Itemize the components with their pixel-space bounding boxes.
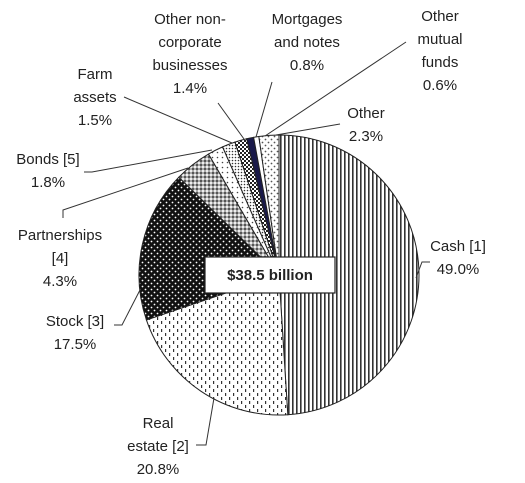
slice-value-label: 0.6%	[423, 77, 457, 94]
leader-line	[255, 81, 273, 138]
slice-value-label: 2.3%	[349, 128, 383, 145]
center-label-box	[204, 256, 336, 294]
slice-value-label: 4.3%	[43, 273, 77, 290]
slice-label: Other non-corporate businesses	[152, 11, 227, 74]
slice-label: Mortgages and notes	[272, 11, 343, 51]
pie-slice	[145, 274, 289, 416]
slice-value-label: 49.0%	[437, 261, 480, 278]
center-label: $38.5 billion	[227, 267, 313, 284]
slice-value-label: 1.8%	[31, 174, 65, 191]
leader-line	[123, 96, 233, 144]
leader-line	[196, 397, 215, 446]
leader-line	[62, 167, 189, 218]
slice-label: Cash [1]	[430, 238, 486, 255]
leader-line	[275, 123, 341, 136]
slice-value-label: 1.4%	[173, 80, 207, 97]
leader-line	[84, 149, 213, 173]
slice-value-label: 0.8%	[290, 57, 324, 74]
slice-value-label: 17.5%	[54, 336, 97, 353]
slice-label: Partnerships [4]	[18, 227, 102, 267]
slice-label: Other	[347, 105, 385, 122]
leader-line	[217, 102, 245, 140]
slice-label: Bonds [5]	[16, 151, 79, 168]
slice-label: Farm assets	[73, 66, 116, 106]
leader-line	[114, 289, 141, 326]
slice-value-label: 1.5%	[78, 112, 112, 129]
leader-line	[415, 261, 430, 279]
slice-label: Real estate [2]	[127, 415, 189, 455]
slice-value-label: 20.8%	[137, 461, 180, 478]
leader-line	[264, 41, 407, 137]
pie-slice	[258, 134, 280, 276]
slice-label: Other mutual funds	[417, 8, 462, 71]
slice-label: Stock [3]	[46, 313, 104, 330]
